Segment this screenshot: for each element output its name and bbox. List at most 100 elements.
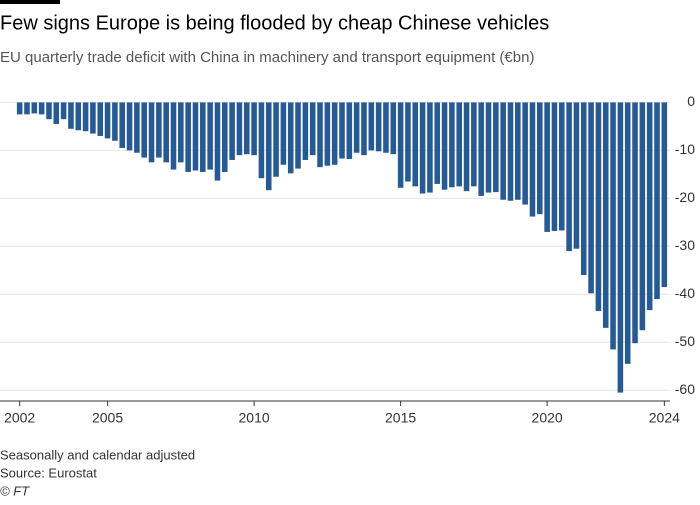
x-tick-label: 2024	[649, 410, 680, 426]
bar	[485, 102, 492, 193]
bar	[595, 102, 602, 312]
bar	[419, 102, 426, 194]
bar	[68, 102, 74, 129]
bar	[141, 102, 147, 158]
bar	[390, 102, 397, 155]
y-tick-label: -40	[675, 285, 695, 301]
bar	[53, 102, 60, 124]
bar	[265, 102, 272, 191]
bar	[258, 102, 265, 179]
x-tick-label: 2010	[239, 410, 270, 426]
bar	[90, 102, 96, 134]
x-tick-label: 2002	[4, 410, 35, 426]
bar	[573, 102, 580, 249]
y-tick-label: -10	[675, 141, 695, 157]
bar	[119, 102, 126, 148]
bar	[617, 102, 624, 393]
bar	[24, 102, 30, 115]
bar	[529, 102, 536, 217]
bar	[580, 102, 587, 276]
bar	[251, 102, 257, 156]
bar	[507, 102, 514, 201]
bar	[207, 102, 213, 170]
bar	[397, 102, 404, 188]
bar	[317, 102, 323, 168]
bar	[493, 102, 499, 193]
bar	[324, 102, 331, 166]
bar	[236, 102, 243, 156]
chart-title: Few signs Europe is being flooded by che…	[0, 12, 549, 34]
bar	[346, 102, 353, 159]
x-tick-label: 2015	[385, 410, 416, 426]
bar	[163, 102, 169, 163]
bar	[441, 102, 448, 190]
bar	[456, 102, 462, 187]
bar	[46, 102, 52, 120]
bar	[104, 102, 111, 139]
bar	[434, 102, 441, 184]
bar	[405, 102, 411, 182]
bar	[558, 102, 565, 231]
bar	[361, 102, 367, 156]
bar	[544, 102, 550, 232]
bar	[522, 102, 528, 205]
bar	[75, 102, 82, 131]
bar	[229, 102, 235, 160]
bar	[200, 102, 206, 172]
bar	[515, 102, 521, 200]
bar	[273, 102, 279, 177]
y-tick-label: -50	[675, 333, 695, 349]
bar	[178, 102, 184, 163]
bar	[38, 102, 45, 115]
bar	[112, 102, 118, 141]
bar	[537, 102, 543, 215]
bar	[500, 102, 506, 200]
y-tick-label: -30	[675, 237, 695, 253]
bar	[639, 102, 646, 331]
bar	[185, 102, 191, 172]
x-tick-label: 2005	[92, 410, 123, 426]
bar	[31, 102, 38, 114]
bar	[214, 102, 221, 181]
x-tick-label: 2020	[532, 410, 563, 426]
copyright: © FT	[0, 483, 30, 498]
bar	[566, 102, 572, 252]
bar	[222, 102, 228, 172]
bar	[551, 102, 558, 231]
note: Seasonally and calendar adjusted	[0, 447, 195, 462]
bar	[610, 102, 616, 350]
bar	[449, 102, 455, 188]
bar	[82, 102, 89, 132]
y-tick-label: 0	[687, 93, 695, 109]
bar	[287, 102, 294, 174]
bar	[624, 102, 631, 364]
bar	[16, 102, 23, 115]
bar	[353, 102, 360, 153]
bar	[60, 102, 67, 120]
bar	[661, 102, 668, 288]
chart-subtitle: EU quarterly trade deficit with China in…	[0, 49, 534, 66]
bar	[192, 102, 199, 171]
bar	[126, 102, 133, 151]
bar	[412, 102, 419, 187]
bar	[134, 102, 140, 153]
bar	[427, 102, 433, 193]
bar	[471, 102, 477, 187]
bar	[243, 102, 250, 155]
bar	[280, 102, 287, 165]
bar	[632, 102, 638, 344]
bar	[478, 102, 484, 196]
bar	[375, 102, 382, 152]
bar	[170, 102, 177, 170]
bar	[339, 102, 345, 159]
source: Source: Eurostat	[0, 465, 97, 480]
bar	[97, 102, 104, 136]
y-tick-label: -20	[675, 189, 695, 205]
bar	[156, 102, 162, 158]
bar	[331, 102, 338, 165]
bar	[463, 102, 470, 192]
bar	[295, 102, 301, 169]
y-tick-label: -60	[675, 381, 695, 397]
bar	[588, 102, 594, 294]
